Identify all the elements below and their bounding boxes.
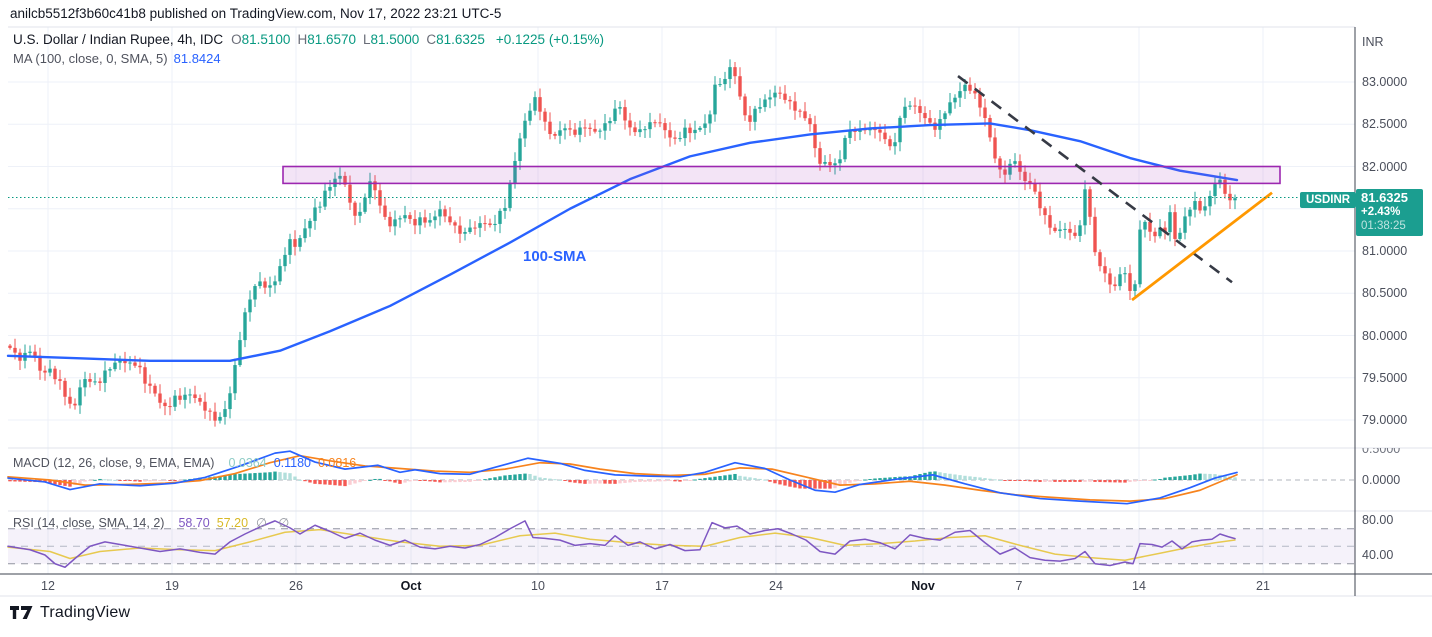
attribution-text: anilcb5512f3b60c41b8 published on Tradin… <box>10 6 502 21</box>
supply-zone-rect <box>282 165 1281 185</box>
price-axis-label: 81.0000 <box>1362 244 1408 258</box>
indicator-value: 57.20 <box>216 516 249 530</box>
rsi-legend: RSI (14, close, SMA, 14, 2) 58.70 57.20 ∅ ∅ <box>13 515 293 530</box>
price-axis-currency: INR <box>1362 35 1384 49</box>
time-axis-label: 10 <box>531 579 545 593</box>
rsi-values: 58.70 57.20 <box>171 516 248 530</box>
time-axis-label: 19 <box>165 579 179 593</box>
last-price-badge: 81.6325 +2.43% 01:38:25 <box>1356 189 1423 236</box>
time-axis-label: 21 <box>1256 579 1270 593</box>
change-value: +0.1225 (+0.15%) <box>495 32 604 47</box>
symbol-legend: U.S. Dollar / Indian Rupee, 4h, IDC O81.5… <box>13 32 604 47</box>
price-axis-label: 40.00 <box>1362 548 1394 562</box>
badge-price: 81.6325 <box>1361 190 1408 205</box>
ma-value: 81.8424 <box>173 51 221 66</box>
indicator-value: 0.0364 <box>228 456 267 470</box>
badge-change-pct: +2.43% <box>1361 206 1401 218</box>
indicator-value: 0.0816 <box>318 456 357 470</box>
rsi-label: RSI (14, close, SMA, 14, 2) <box>13 516 165 530</box>
macd-clipped-axis-label: 0.5000 <box>1362 448 1401 456</box>
price-axis-label: 83.0000 <box>1362 75 1408 89</box>
price-axis-label: 79.5000 <box>1362 370 1408 385</box>
rsi-empty-values: ∅ ∅ <box>256 516 294 530</box>
ohlc-value: C81.6325 <box>426 32 485 47</box>
time-axis-label: 12 <box>41 579 55 593</box>
symbol-title: U.S. Dollar / Indian Rupee, 4h, IDC <box>13 32 224 47</box>
indicator-value: 58.70 <box>178 516 210 530</box>
ohlc-values: O81.5100 H81.6570 L81.5000 C81.6325 <box>231 32 492 47</box>
macd-label: MACD (12, 26, close, 9, EMA, EMA) <box>13 456 215 470</box>
price-axis-label: 82.0000 <box>1362 159 1408 174</box>
macd-values: 0.0364 0.1180 0.0816 <box>221 456 356 470</box>
sma-annotation: 100-SMA <box>523 248 587 265</box>
time-axis-label: Oct <box>400 579 422 593</box>
price-axis-label: 79.0000 <box>1362 413 1408 427</box>
badge-countdown: 01:38:25 <box>1361 220 1406 232</box>
price-axis-label: 82.5000 <box>1362 117 1408 132</box>
ma-label: MA (100, close, 0, SMA, 5) <box>13 51 168 66</box>
candlestick-series <box>8 59 1237 427</box>
time-axis-label: 24 <box>769 579 783 593</box>
tradingview-mark-icon <box>10 606 33 619</box>
time-axis-label: 26 <box>289 579 303 593</box>
price-line-symbol-tag: USDINR <box>1300 192 1357 208</box>
time-axis-label: 14 <box>1132 579 1146 593</box>
price-axis-label: 80.0000 <box>1362 328 1408 343</box>
ma-legend: MA (100, close, 0, SMA, 5) 81.8424 <box>13 51 221 66</box>
macd-legend: MACD (12, 26, close, 9, EMA, EMA) 0.0364 0… <box>13 456 356 470</box>
tradingview-logo[interactable]: TradingView <box>10 604 130 622</box>
time-axis-label: Nov <box>911 579 935 593</box>
ohlc-value: L81.5000 <box>363 32 420 47</box>
price-axis-label: 0.0000 <box>1362 473 1401 487</box>
ohlc-value: O81.5100 <box>231 32 291 47</box>
time-axis-label: 17 <box>655 579 669 593</box>
ohlc-value: H81.6570 <box>297 32 356 47</box>
price-axis-label: 80.00 <box>1362 513 1394 527</box>
tradingview-brand-text: TradingView <box>40 604 131 621</box>
time-axis-label: 7 <box>1015 579 1023 593</box>
indicator-value: 0.1180 <box>273 456 311 470</box>
price-axis-label: 80.5000 <box>1362 286 1408 301</box>
